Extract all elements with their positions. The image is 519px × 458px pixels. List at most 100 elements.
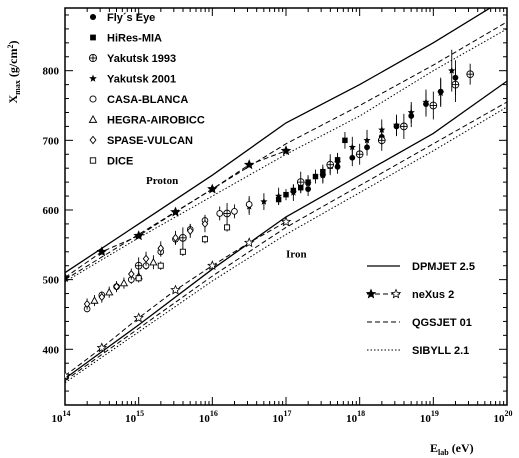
x-axis-title-unit: (eV): [449, 441, 474, 455]
x-tick-exponent: 15: [136, 409, 144, 418]
data-series: [83, 215, 209, 310]
model-legend: DPMJET 2.5 neXus 2 QGSJET 01 SIBYLL 2.1: [365, 261, 475, 357]
model-star-marker: [243, 237, 255, 248]
x-axis-title: Elab (eV): [430, 441, 474, 457]
marker-filled-star: [363, 136, 371, 144]
x-tick-label: 1014: [52, 409, 71, 425]
data-series: [135, 223, 231, 283]
model-line: [65, 101, 507, 382]
x-tick-exponent: 19: [431, 409, 439, 418]
marker-legend-label: DICE: [107, 156, 133, 168]
data-series: [134, 63, 475, 275]
model-star-marker: [207, 260, 218, 271]
model-curves: [65, 8, 507, 384]
model-star-marker: [170, 284, 181, 295]
x-axis-title-main: E: [430, 441, 438, 455]
marker-filled-star: [392, 121, 401, 128]
marker-open-diamond: [186, 226, 194, 235]
marker-filled-star: [260, 197, 268, 205]
x-tick-base: 10: [494, 413, 506, 425]
marker-open-diamond: [201, 219, 209, 229]
marker-filled-star: [319, 171, 327, 179]
y-axis-title-sub: max: [13, 80, 22, 95]
marker-filled-square: [90, 34, 96, 41]
x-tick-base: 10: [346, 413, 358, 425]
y-axis-title-unit: (g/cm: [6, 49, 20, 81]
marker-open-circle: [231, 208, 238, 215]
data-points: [83, 49, 475, 313]
marker-open-square: [224, 224, 231, 231]
x-tick-exponent: 20: [505, 409, 513, 418]
x-tick-exponent: 14: [63, 409, 71, 418]
marker-filled-star: [89, 74, 97, 82]
marker-open-diamond: [83, 299, 91, 309]
x-tick-label: 1019: [420, 409, 439, 425]
x-tick-exponent: 17: [284, 409, 292, 418]
marker-legend-label: Yakutsk 2001: [107, 74, 176, 86]
marker-filled-star: [422, 98, 430, 106]
marker-open-triangle: [105, 287, 114, 296]
marker-open-circle: [216, 210, 224, 217]
tick-marks: [64, 8, 507, 405]
y-tick-label: 500: [43, 275, 60, 287]
marker-legend-label: Fly´s Eye: [107, 12, 155, 24]
marker-open-diamond: [98, 292, 106, 302]
marker-legend-label: SPASE-VULCAN: [107, 135, 193, 147]
marker-open-diamond: [157, 244, 165, 253]
y-axis-title-main: X: [6, 95, 20, 104]
model-line: [65, 8, 492, 274]
x-tick-labels: 1014 1015 1016 1017 1018 1019 1020: [52, 409, 513, 425]
marker-open-diamond: [89, 135, 97, 145]
x-tick-label: 1018: [346, 409, 365, 425]
x-tick-label: 1016: [199, 409, 218, 425]
marker-filled-star: [348, 143, 356, 151]
x-tick-exponent: 16: [210, 409, 218, 418]
marker-filled-square: [283, 191, 289, 198]
marker-filled-square: [342, 137, 348, 144]
curve-annotation: Proton: [146, 175, 178, 187]
marker-filled-star: [437, 89, 445, 96]
model-star-marker: [96, 246, 108, 257]
data-series: [245, 49, 456, 215]
model-legend-star: [390, 288, 402, 299]
y-tick-label: 600: [43, 205, 60, 217]
x-tick-base: 10: [199, 413, 211, 425]
marker-filled-star: [378, 126, 386, 133]
marker-open-triangle: [119, 278, 129, 287]
marker-open-square: [157, 262, 164, 269]
model-legend-label: QGSJET 01: [412, 317, 472, 329]
model-line: [65, 106, 507, 384]
x-axis-title-sub: lab: [438, 448, 449, 457]
model-line: [65, 28, 507, 283]
model-legend-label: SIBYLL 2.1: [412, 345, 469, 357]
y-axis-title-close: ): [6, 41, 20, 45]
x-tick-label: 1015: [125, 409, 144, 425]
model-line: [65, 221, 287, 377]
model-legend-star: [365, 288, 377, 299]
marker-open-square: [201, 236, 208, 243]
marker-filled-circle: [89, 13, 97, 21]
marker-open-circle: [245, 201, 253, 208]
marker-filled-square: [312, 173, 319, 180]
marker-open-square: [89, 157, 97, 164]
marker-legend-label: CASA-BLANCA: [107, 94, 188, 106]
model-star-marker: [280, 216, 292, 227]
y-tick-label: 800: [43, 66, 60, 78]
marker-filled-star: [289, 188, 297, 196]
x-tick-base: 10: [420, 413, 432, 425]
marker-legend-label: HiRes-MIA: [107, 33, 162, 45]
marker-open-triangle: [88, 114, 98, 123]
marker-open-diamond: [128, 269, 135, 279]
y-axis-title: Xmax (g/cm2): [6, 41, 22, 104]
model-star-marker: [133, 312, 144, 323]
marker-filled-star: [334, 158, 342, 166]
marker-filled-star: [275, 192, 283, 200]
annotations: Proton Iron: [146, 175, 307, 260]
marker-legend: Fly´s Eye HiRes-MIA Yakutsk 1993 Yakutsk 20…: [88, 12, 205, 168]
model-star-marker: [280, 145, 292, 156]
marker-open-square: [135, 275, 142, 282]
x-tick-label: 1017: [273, 409, 292, 425]
x-tick-base: 10: [52, 413, 64, 425]
model-legend-label: DPMJET 2.5: [412, 261, 475, 273]
marker-filled-star: [407, 108, 415, 116]
